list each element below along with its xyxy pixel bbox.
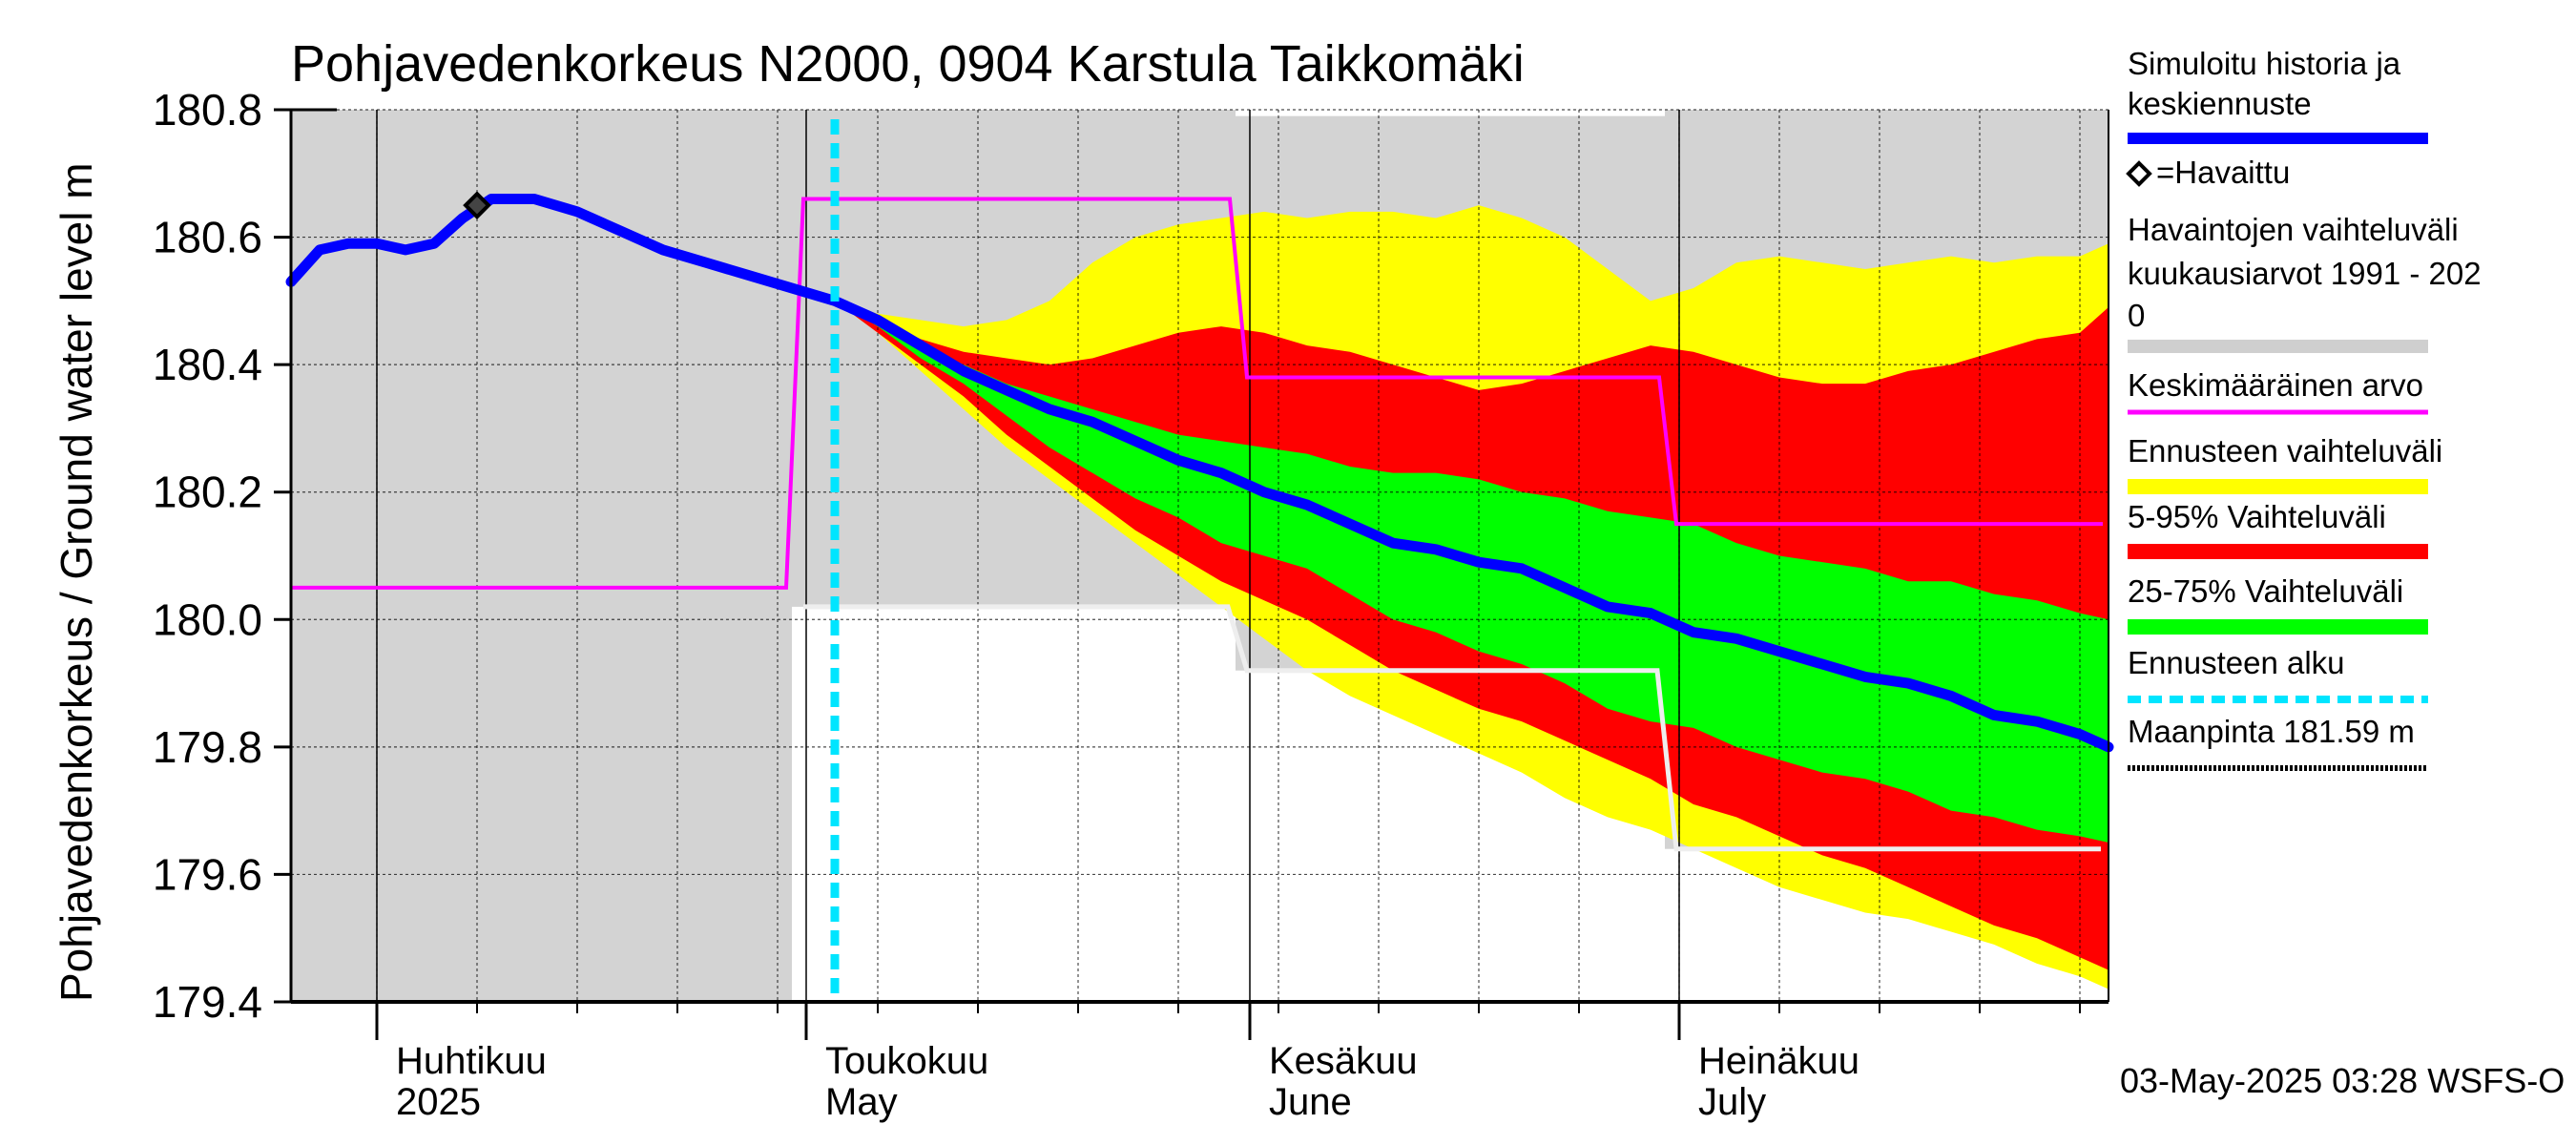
- x-tick-label-year: 2025: [396, 1081, 481, 1123]
- y-tick-label: 180.4: [153, 340, 262, 389]
- y-axis-label: Pohjavedenkorkeus / Ground water level m: [52, 162, 101, 1002]
- x-tick-label-month: Heinäkuu: [1698, 1040, 1859, 1082]
- chart-title: Pohjavedenkorkeus N2000, 0904 Karstula T…: [291, 35, 1525, 93]
- timestamp-footer: 03-May-2025 03:28 WSFS-O: [2120, 1061, 2565, 1100]
- simulated-line: [285, 194, 2114, 753]
- legend-diamond-icon: [2126, 160, 2152, 187]
- legend-label: Maanpinta 181.59 m: [2128, 714, 2415, 749]
- legend-label: Simuloitu historia ja: [2128, 46, 2401, 81]
- legend-label: 0: [2128, 298, 2145, 333]
- legend-label: Ennusteen alku: [2128, 645, 2345, 680]
- x-tick-label-year: July: [1698, 1081, 1766, 1123]
- plot-area: [285, 109, 2114, 1003]
- legend-label: =Havaittu: [2156, 155, 2290, 190]
- y-tick-label: 180.2: [153, 468, 262, 517]
- mean-value-line: [291, 197, 2103, 590]
- legend-label: 25-75% Vaihteluväli: [2128, 573, 2403, 609]
- legend-label: Keskimääräinen arvo: [2128, 367, 2423, 403]
- y-tick-label: 180.6: [153, 213, 262, 262]
- legend-label: Havaintojen vaihteluväli: [2128, 212, 2459, 247]
- forecast-25-75-band: [835, 301, 2109, 843]
- y-tick-label: 180.8: [153, 85, 262, 135]
- legend-label: kuukausiarvot 1991 - 202: [2128, 256, 2482, 291]
- legend-label: keskiennuste: [2128, 86, 2312, 121]
- y-tick-label: 180.0: [153, 594, 262, 644]
- x-tick-label-year: May: [825, 1081, 898, 1123]
- legend: Simuloitu historia ja keskiennuste =Havait…: [2126, 46, 2482, 771]
- x-tick-label-year: June: [1269, 1081, 1352, 1123]
- legend-label: Ennusteen vaihteluväli: [2128, 433, 2442, 468]
- x-tick-label-month: Kesäkuu: [1269, 1040, 1418, 1082]
- history-min-line: [803, 604, 2101, 852]
- y-tick-label: 179.8: [153, 722, 262, 772]
- observed-point-marker: [463, 191, 491, 220]
- y-tick-label: 179.6: [153, 849, 262, 899]
- legend-label: 5-95% Vaihteluväli: [2128, 499, 2386, 534]
- axes: 180.8 180.6 180.4 180.2 180.0 179.8 179.6 179.4…: [153, 85, 2109, 1123]
- x-tick-label-month: Toukokuu: [825, 1040, 988, 1082]
- y-tick-label: 179.4: [153, 977, 262, 1027]
- x-tick-label-month: Huhtikuu: [396, 1040, 547, 1082]
